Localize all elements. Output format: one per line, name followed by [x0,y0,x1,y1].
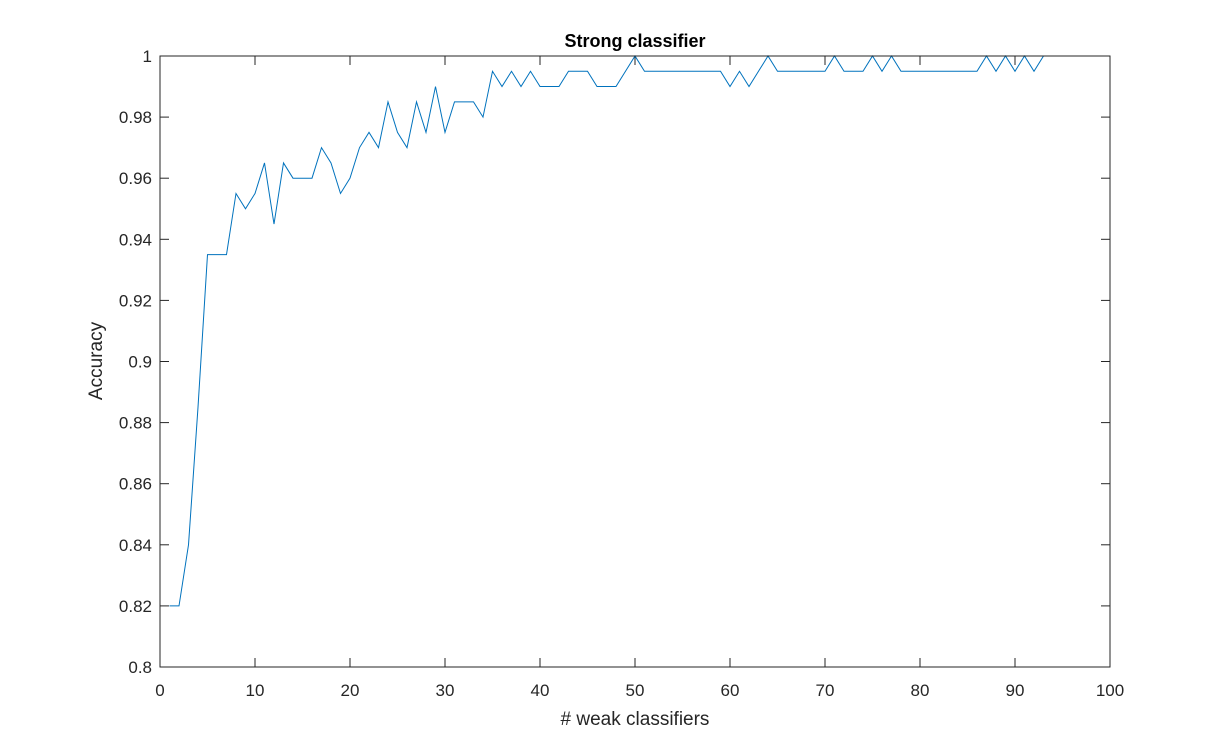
y-tick-label: 0.9 [128,353,152,372]
x-tick-label: 10 [246,681,265,700]
y-tick-label: 0.84 [119,536,152,555]
x-tick-label: 80 [911,681,930,700]
y-tick-label: 0.88 [119,414,152,433]
x-tick-label: 40 [531,681,550,700]
x-axis-label: # weak classifiers [561,709,710,730]
plot-background [160,56,1110,667]
x-tick-label: 100 [1096,681,1124,700]
x-axis-ticks: 0 10 20 30 40 50 60 70 80 90 100 [155,56,1124,700]
chart-title: Strong classifier [564,31,705,51]
y-tick-label: 0.98 [119,108,152,127]
x-tick-label: 30 [436,681,455,700]
plot-box [159,55,1111,668]
y-tick-label: 0.86 [119,475,152,494]
x-tick-label: 0 [155,681,164,700]
x-tick-label: 50 [626,681,645,700]
accuracy-series-line [169,55,1110,607]
y-tick-label: 0.8 [128,658,152,677]
x-tick-label: 60 [721,681,740,700]
y-tick-label: 0.96 [119,169,152,188]
y-axis-ticks: 0.8 0.82 0.84 0.86 0.88 0.9 0.92 0.94 0.96 0.98 1 [119,47,1110,677]
y-tick-label: 1 [143,47,152,66]
y-tick-label: 0.94 [119,230,152,249]
y-tick-label: 0.92 [119,291,152,310]
x-tick-label: 90 [1006,681,1025,700]
y-tick-label: 0.82 [119,597,152,616]
x-tick-label: 70 [816,681,835,700]
x-tick-label: 20 [341,681,360,700]
y-axis-label: Accuracy [86,321,107,400]
